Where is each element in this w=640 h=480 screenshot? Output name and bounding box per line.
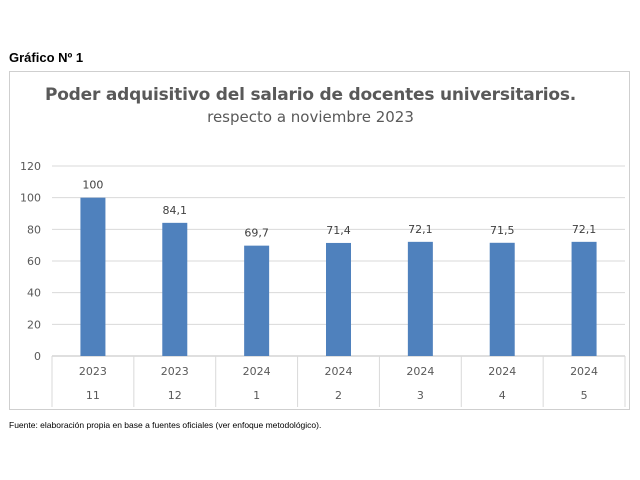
x-tick-label-year: 2023 — [79, 365, 107, 378]
chart-title: Poder adquisitivo del salario de docente… — [44, 85, 577, 105]
bar — [407, 241, 433, 356]
x-tick-label-month: 12 — [168, 389, 182, 402]
x-tick-label-year: 2023 — [161, 365, 189, 378]
bar — [571, 241, 597, 356]
data-label: 72,1 — [572, 223, 597, 236]
x-tick-label-month: 4 — [499, 389, 506, 402]
data-label: 71,5 — [490, 224, 515, 237]
data-label: 100 — [82, 179, 103, 192]
y-tick-label: 100 — [20, 192, 41, 205]
x-tick-label-year: 2024 — [488, 365, 516, 378]
source-note: Fuente: elaboración propia en base a fue… — [9, 420, 322, 430]
x-tick-label-month: 11 — [86, 389, 100, 402]
x-tick-label-month: 1 — [253, 389, 260, 402]
x-tick-label-year: 2024 — [243, 365, 271, 378]
x-tick-label-year: 2024 — [570, 365, 598, 378]
bar — [80, 197, 106, 356]
chart-frame — [9, 71, 630, 410]
y-tick-label: 120 — [20, 160, 41, 173]
x-tick-label-month: 2 — [335, 389, 342, 402]
bar — [489, 242, 515, 356]
data-label: 69,7 — [244, 227, 269, 240]
y-tick-label: 80 — [27, 223, 41, 236]
data-label: 71,4 — [326, 224, 351, 237]
x-tick-label-year: 2024 — [325, 365, 353, 378]
y-tick-label: 40 — [27, 287, 41, 300]
y-tick-label: 20 — [27, 318, 41, 331]
bar — [244, 245, 270, 356]
y-tick-label: 60 — [27, 255, 41, 268]
bar — [162, 222, 188, 356]
x-tick-label-year: 2024 — [406, 365, 434, 378]
x-tick-label-month: 5 — [581, 389, 588, 402]
bar — [326, 242, 351, 356]
chart-subtitle: respecto a noviembre 2023 — [207, 108, 414, 126]
data-label: 84,1 — [163, 204, 188, 217]
x-tick-label-month: 3 — [417, 389, 424, 402]
figure-label: Gráfico Nº 1 — [9, 50, 84, 65]
data-label: 72,1 — [408, 223, 433, 236]
y-tick-label: 0 — [34, 350, 41, 363]
